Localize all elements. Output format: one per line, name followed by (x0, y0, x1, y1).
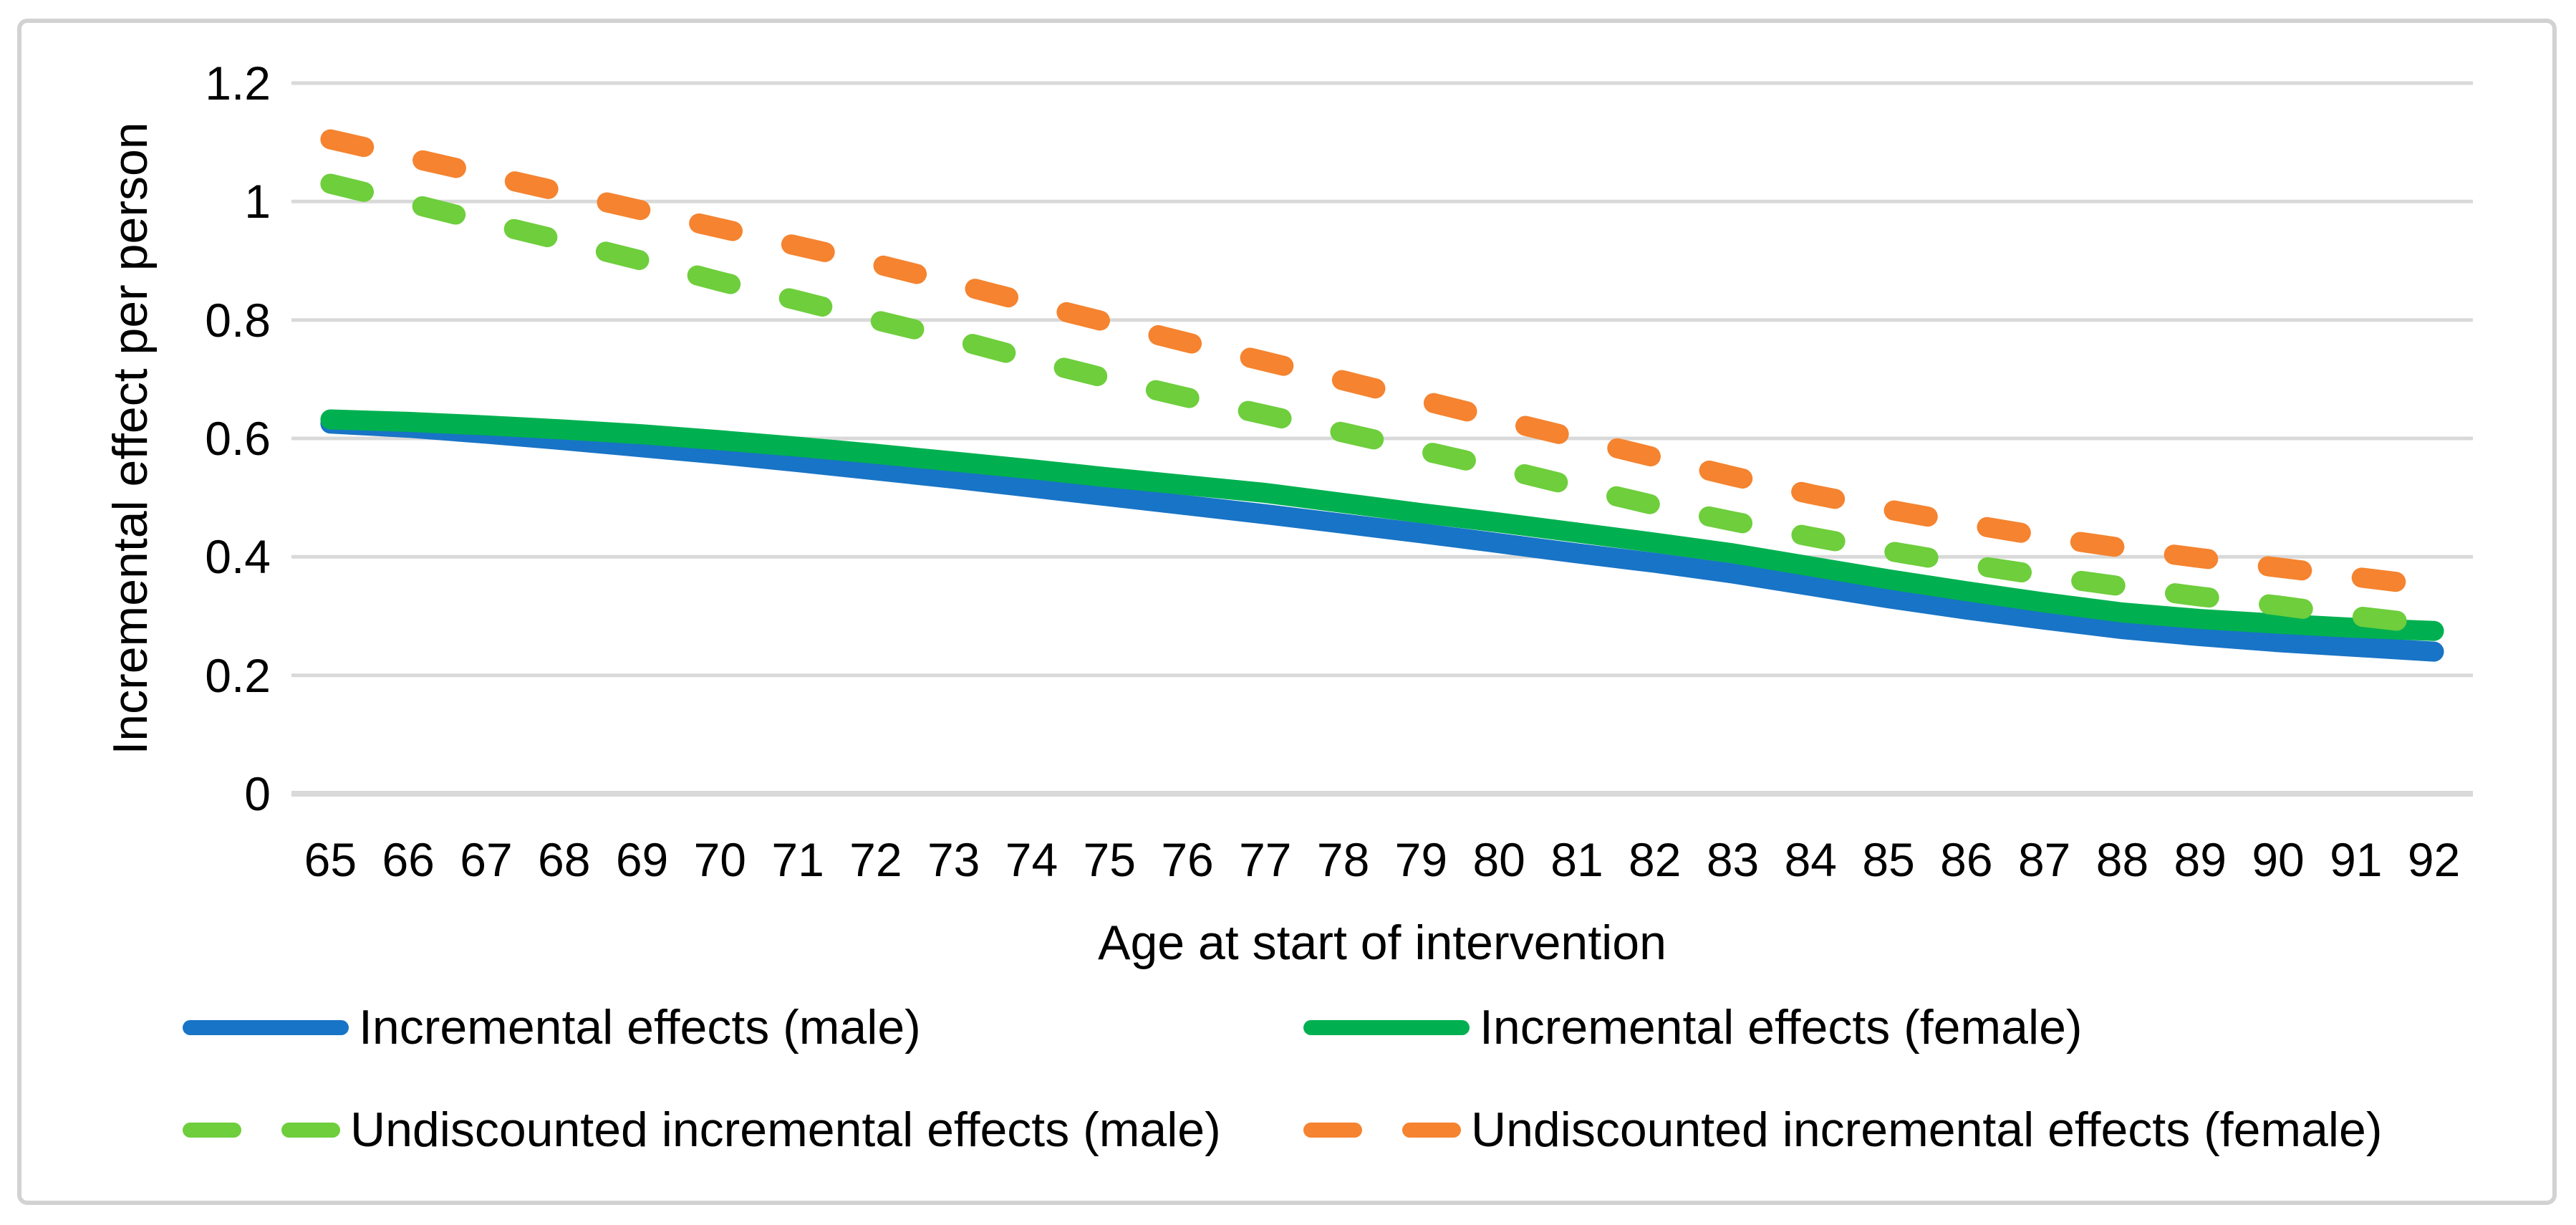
y-tick-label: 0.6 (205, 412, 271, 465)
figure-border (17, 19, 2557, 1205)
legend-key-dashed-line-icon (1303, 1122, 1461, 1138)
x-tick-label: 66 (382, 833, 435, 886)
legend-item-undiscounted-incremental-effects-female: Undiscounted incremental effects (female… (1303, 1102, 2382, 1158)
legend-label: Incremental effects (female) (1480, 1000, 2083, 1055)
legend-key-dashed-line-icon (183, 1122, 340, 1138)
x-tick-label: 82 (1629, 833, 1682, 886)
x-tick-label: 68 (538, 833, 591, 886)
x-tick-label: 84 (1784, 833, 1838, 886)
x-tick-label: 75 (1083, 833, 1136, 886)
x-tick-label: 88 (2095, 833, 2149, 886)
x-tick-label: 80 (1472, 833, 1525, 886)
x-tick-label: 73 (927, 833, 980, 886)
x-tick-label: 81 (1550, 833, 1603, 886)
legend-label: Undiscounted incremental effects (female… (1471, 1102, 2383, 1157)
y-tick-label: 0 (244, 767, 271, 820)
x-tick-label: 78 (1316, 833, 1370, 886)
x-tick-label: 86 (1940, 833, 1993, 886)
x-tick-label: 67 (460, 833, 513, 886)
x-tick-label: 90 (2252, 833, 2305, 886)
x-tick-label: 71 (771, 833, 824, 886)
legend-item-incremental-effects-male: Incremental effects (male) (183, 999, 921, 1055)
x-tick-label: 89 (2174, 833, 2227, 886)
x-tick-label: 76 (1161, 833, 1214, 886)
x-tick-label: 87 (2017, 833, 2071, 886)
y-tick-label: 0.8 (205, 293, 271, 347)
y-tick-label: 0.4 (205, 530, 271, 584)
x-tick-label: 83 (1706, 833, 1760, 886)
x-tick-label: 72 (849, 833, 902, 886)
legend-label: Incremental effects (male) (359, 1000, 921, 1055)
y-tick-label: 0.2 (205, 648, 271, 702)
y-tick-label: 1.2 (205, 57, 271, 110)
x-tick-label: 79 (1394, 833, 1448, 886)
x-tick-label: 91 (2330, 833, 2383, 886)
x-axis-title: Age at start of intervention (1098, 916, 1666, 970)
legend-label: Undiscounted incremental effects (male) (350, 1102, 1221, 1157)
x-tick-label: 74 (1005, 833, 1058, 886)
x-tick-label: 92 (2407, 833, 2461, 886)
legend-item-undiscounted-incremental-effects-male: Undiscounted incremental effects (male) (183, 1102, 1221, 1158)
x-tick-label: 85 (1862, 833, 1915, 886)
legend-item-incremental-effects-female: Incremental effects (female) (1303, 999, 2083, 1055)
x-tick-label: 65 (304, 833, 357, 886)
y-axis-title: Incremental effect per person (103, 122, 158, 755)
x-tick-label: 77 (1239, 833, 1292, 886)
legend-key-solid-line-icon (183, 1019, 349, 1035)
x-tick-label: 69 (615, 833, 669, 886)
x-tick-label: 70 (693, 833, 747, 886)
legend-key-solid-line-icon (1303, 1019, 1470, 1035)
y-tick-label: 1 (244, 175, 271, 229)
